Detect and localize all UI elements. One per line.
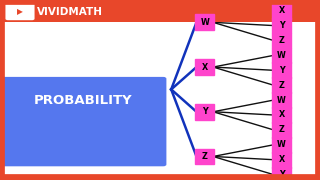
Text: Y: Y: [279, 170, 284, 179]
FancyBboxPatch shape: [0, 77, 166, 166]
Text: X: X: [278, 155, 285, 164]
Text: ▶: ▶: [17, 7, 23, 16]
Text: Z: Z: [279, 125, 284, 134]
FancyBboxPatch shape: [272, 152, 291, 168]
Text: X: X: [278, 111, 285, 120]
FancyBboxPatch shape: [272, 48, 291, 63]
FancyBboxPatch shape: [195, 104, 214, 120]
Text: VIVIDMATH: VIVIDMATH: [37, 7, 103, 17]
Text: Y: Y: [279, 66, 284, 75]
Text: Y: Y: [279, 21, 284, 30]
FancyBboxPatch shape: [272, 167, 291, 180]
Text: Y: Y: [202, 107, 208, 116]
Text: DEPENDENT: DEPENDENT: [33, 57, 133, 72]
Text: Z: Z: [279, 36, 284, 45]
FancyBboxPatch shape: [272, 122, 291, 138]
Text: W: W: [277, 140, 286, 149]
FancyBboxPatch shape: [272, 92, 291, 108]
FancyBboxPatch shape: [0, 0, 320, 22]
FancyBboxPatch shape: [195, 59, 214, 75]
Text: Z: Z: [202, 152, 208, 161]
FancyBboxPatch shape: [5, 3, 35, 20]
Text: X: X: [278, 6, 285, 15]
Text: PROBABILITY: PROBABILITY: [34, 94, 132, 107]
FancyBboxPatch shape: [195, 149, 214, 164]
FancyBboxPatch shape: [272, 107, 291, 123]
FancyBboxPatch shape: [272, 62, 291, 78]
Text: W: W: [277, 51, 286, 60]
FancyBboxPatch shape: [195, 14, 214, 30]
Text: X: X: [202, 63, 208, 72]
FancyBboxPatch shape: [272, 137, 291, 153]
Text: W: W: [277, 96, 286, 105]
FancyBboxPatch shape: [272, 18, 291, 33]
Text: Z: Z: [279, 81, 284, 90]
FancyBboxPatch shape: [272, 3, 291, 19]
Text: W: W: [200, 18, 209, 27]
FancyBboxPatch shape: [272, 77, 291, 93]
FancyBboxPatch shape: [272, 33, 291, 48]
